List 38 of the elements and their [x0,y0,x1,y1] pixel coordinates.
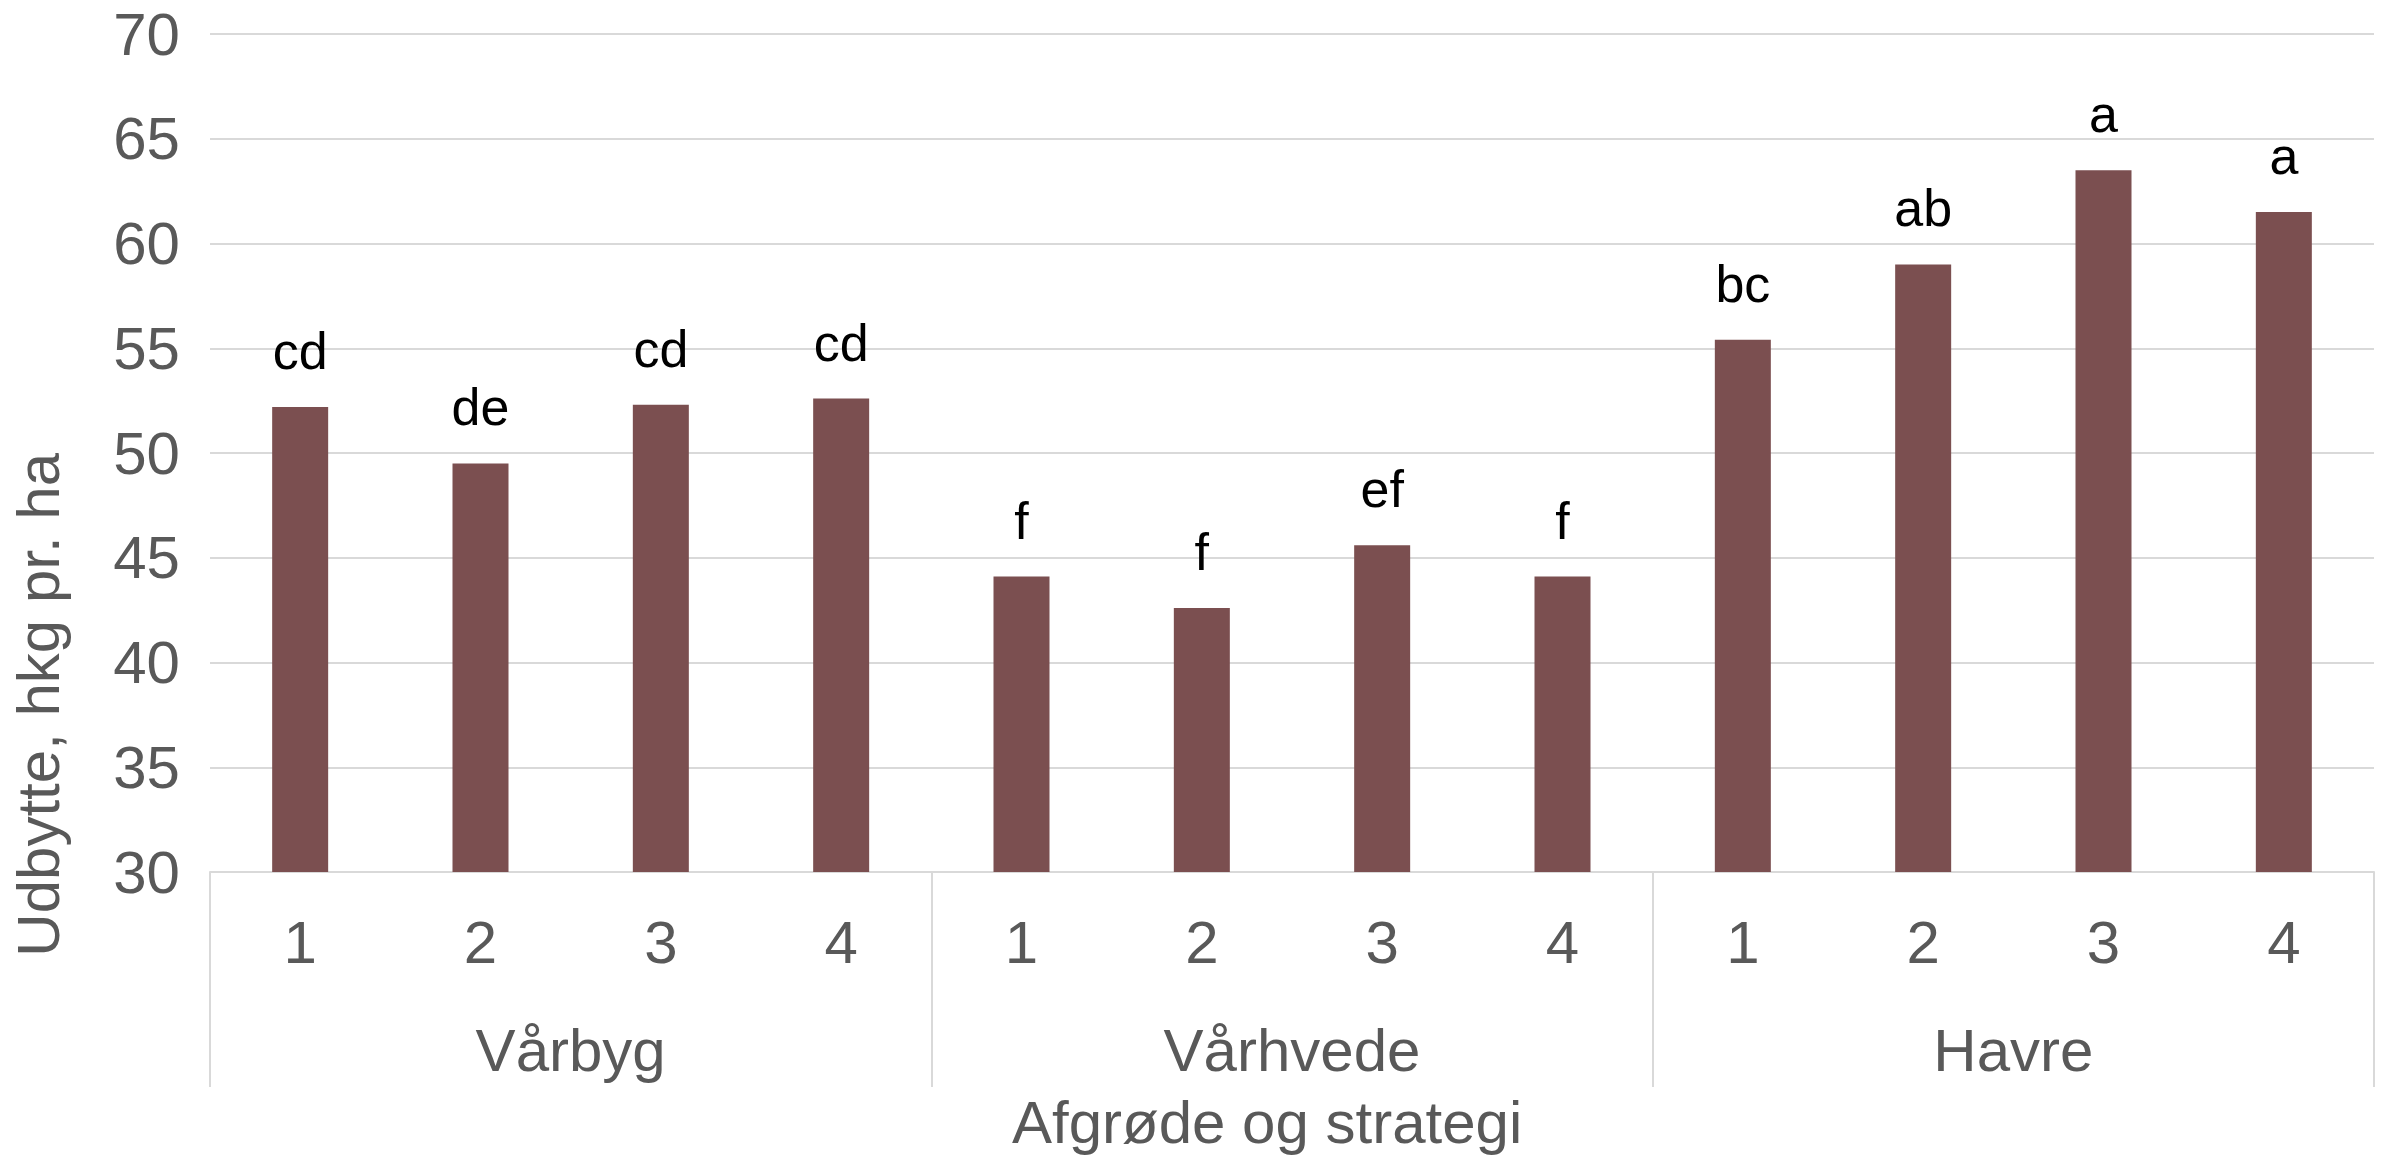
x-tick-label: 4 [1545,908,1580,976]
data-label: f [1555,491,1571,550]
y-axis-title: Udbytte, hkg pr. ha [4,452,72,957]
x-tick-label: 1 [283,908,317,976]
x-tick-label: 3 [644,908,678,976]
data-label: a [2269,127,2299,186]
x-axis-title: Afgrøde og strategi [1012,1088,1523,1156]
y-tick-label: 40 [113,629,180,696]
x-tick-label: 1 [1726,908,1760,976]
data-label: cd [813,313,869,372]
data-label: f [1014,491,1030,550]
y-tick-label: 65 [113,105,180,173]
y-tick-label: 30 [113,838,180,906]
x-tick-label: 2 [1906,908,1940,976]
x-tick-label: 3 [2086,908,2121,976]
data-label: ab [1894,179,1953,238]
text: Havre [1933,1016,2094,1084]
text: Vårhvede [1163,1016,1421,1084]
data-label: de [451,378,510,437]
x-tick-label: 2 [463,908,498,976]
y-tick-label: 35 [113,733,180,801]
data-label: f [1194,523,1210,582]
y-tick-label: 70 [113,0,180,68]
data-label: ef [1360,460,1405,519]
y-tick-label: 45 [113,524,180,592]
x-tick-label: 2 [1185,908,1219,976]
data-label: cd [633,319,689,378]
y-tick-label: 60 [113,210,180,277]
x-tick-label: 4 [824,908,858,976]
x-tick-label: 4 [2267,908,2301,976]
x-tick-label: 1 [1004,908,1039,976]
y-tick-label: 50 [113,419,180,487]
data-label: cd [272,321,328,380]
data-label: a [2089,85,2119,144]
y-tick-label: 55 [113,314,180,382]
text: Vårbyg [475,1016,666,1084]
x-tick-label: 3 [1365,908,1399,976]
data-label: bc [1715,254,1771,313]
